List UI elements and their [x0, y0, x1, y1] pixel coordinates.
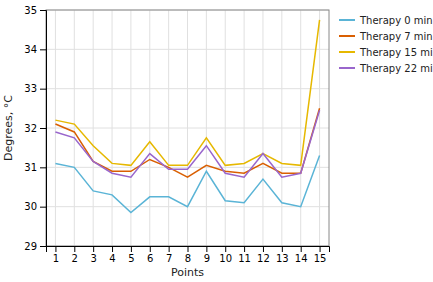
legend-item: Therapy 22 min — [339, 63, 433, 74]
axis-line — [40, 11, 47, 247]
legend-item: Therapy 7 min — [339, 31, 433, 42]
legend: Therapy 0 min Therapy 7 min Therapy 15 min… — [339, 15, 433, 74]
tick: 31 — [24, 162, 46, 173]
lines — [55, 20, 319, 213]
tick: 14 — [295, 246, 308, 264]
tick-label: 30 — [24, 201, 37, 212]
tick-mark — [40, 10, 46, 11]
tick-mark — [55, 246, 56, 252]
tick-label: 3 — [90, 253, 96, 264]
tick-mark — [40, 128, 46, 129]
tick-mark — [263, 246, 264, 252]
tick-label: 5 — [128, 253, 134, 264]
tick: 15 — [314, 246, 327, 264]
tick: 3 — [90, 246, 96, 264]
legend-swatch — [339, 51, 355, 53]
tick-mark — [301, 246, 302, 252]
legend-label: Therapy 7 min — [359, 31, 433, 42]
tick-mark — [40, 89, 46, 90]
tick: 9 — [204, 246, 210, 264]
chart: 12345678910111213141529303132333435Point… — [0, 0, 433, 282]
tick: 4 — [109, 246, 115, 264]
tick: 2 — [72, 246, 78, 264]
grid-line-y — [46, 49, 329, 50]
tick-mark — [188, 246, 189, 252]
tick-label: 29 — [24, 241, 37, 252]
tick-mark — [225, 246, 226, 252]
plot-frame — [46, 10, 329, 246]
tick-label: 34 — [24, 44, 37, 55]
legend-label: Therapy 0 min — [359, 15, 433, 26]
tick-mark — [206, 246, 207, 252]
tick-label: 6 — [147, 253, 153, 264]
tick-mark — [40, 167, 46, 168]
tick: 5 — [128, 246, 134, 264]
tick: 12 — [257, 246, 270, 264]
tick-mark — [93, 246, 94, 252]
tick: 10 — [219, 246, 232, 264]
legend-label: Therapy 22 min — [359, 63, 433, 74]
grid-line-y — [46, 88, 329, 89]
grid-line-y — [46, 167, 329, 168]
tick: 35 — [24, 5, 46, 16]
tick-mark — [169, 246, 170, 252]
y-axis: 29 30 31 32 33 34 35 — [24, 5, 46, 252]
tick-label: 13 — [276, 253, 289, 264]
tick: 7 — [166, 246, 172, 264]
tick-label: 15 — [314, 253, 327, 264]
tick-mark — [112, 246, 113, 252]
tick-label: 35 — [24, 5, 37, 16]
tick-label: 31 — [24, 162, 37, 173]
y-axis-title: Degrees, °C — [2, 95, 15, 161]
tick-label: 7 — [166, 253, 172, 264]
tick-mark — [150, 246, 151, 252]
legend-swatch — [339, 19, 355, 21]
x-axis-title: Points — [171, 266, 204, 279]
tick: 11 — [238, 246, 251, 264]
tick-mark — [40, 246, 46, 247]
tick-mark — [320, 246, 321, 252]
tick-label: 2 — [72, 253, 78, 264]
axis-line — [47, 247, 330, 253]
tick-label: 9 — [204, 253, 210, 264]
tick-label: 14 — [295, 253, 308, 264]
legend-swatch — [339, 35, 355, 37]
tick-label: 11 — [238, 253, 251, 264]
grid-line-y — [46, 128, 329, 129]
legend-label: Therapy 15 min — [359, 47, 433, 58]
tick: 33 — [24, 83, 46, 94]
tick: 34 — [24, 44, 46, 55]
tick: 6 — [147, 246, 153, 264]
tick: 1 — [53, 246, 59, 264]
tick-mark — [40, 207, 46, 208]
tick: 32 — [24, 123, 46, 134]
series-line — [55, 20, 319, 166]
legend-item: Therapy 15 min — [339, 47, 433, 58]
tick: 8 — [185, 246, 191, 264]
tick-label: 1 — [53, 253, 59, 264]
tick-label: 4 — [109, 253, 115, 264]
tick-label: 32 — [24, 123, 37, 134]
tick-label: 33 — [24, 83, 37, 94]
tick-mark — [244, 246, 245, 252]
legend-item: Therapy 0 min — [339, 15, 433, 26]
tick: 29 — [24, 241, 46, 252]
tick: 13 — [276, 246, 289, 264]
series-line — [55, 110, 319, 177]
tick: 30 — [24, 201, 46, 212]
series-line — [55, 108, 319, 177]
tick-mark — [74, 246, 75, 252]
tick-mark — [282, 246, 283, 252]
plot: 12345678910111213141529303132333435 — [24, 5, 329, 264]
x-axis: 123456789101112131415 — [47, 246, 330, 264]
tick-label: 12 — [257, 253, 270, 264]
tick-mark — [40, 49, 46, 50]
tick-label: 10 — [219, 253, 232, 264]
tick-label: 8 — [185, 253, 191, 264]
legend-swatch — [339, 67, 355, 69]
tick-mark — [131, 246, 132, 252]
grid — [46, 10, 329, 246]
